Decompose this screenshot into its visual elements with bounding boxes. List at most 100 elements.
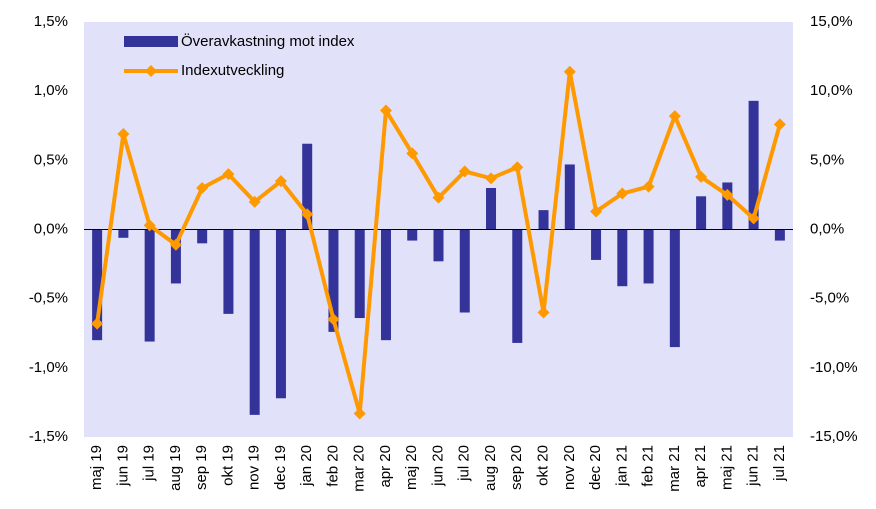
legend-label: Överavkastning mot index [181,32,355,50]
bar [459,229,470,313]
x-tick-label: maj 20 [403,445,420,490]
x-tick-label: sep 20 [508,445,525,490]
legend-label: Indexutveckling [181,62,284,79]
marker [773,118,786,131]
x-tick-label: jun 19 [114,445,131,487]
x-tick-label: aug 20 [482,445,499,491]
bar [380,229,391,341]
marker [196,182,209,194]
marker [248,195,261,208]
x-tick-label: mar 20 [351,445,368,492]
x-tick-label: maj 21 [718,445,735,490]
marker [117,128,130,141]
y2-tick-label: -5,0% [810,290,849,307]
y2-tick-label: -15,0% [810,428,858,445]
x-tick-label: jul 21 [771,445,788,482]
bar [696,196,707,230]
marker [537,306,550,319]
bar [722,182,733,230]
y-tick-label: 0,5% [34,151,68,168]
bar [144,229,155,342]
bar [92,229,103,341]
marker [379,104,392,117]
x-tick-label: okt 19 [219,445,236,486]
bar [118,229,129,238]
marker [169,238,182,251]
x-tick-label: jan 20 [298,445,315,487]
bar [591,229,602,260]
marker [458,165,471,178]
bar [433,229,444,262]
x-tick-label: dec 20 [587,445,604,490]
legend-marker [145,65,157,77]
x-tick-label: jan 21 [613,445,630,487]
marker [222,168,235,181]
x-tick-label: mar 21 [666,445,683,492]
x-tick-label: jun 21 [745,445,762,487]
legend-swatch [124,36,178,47]
y-tick-label: 1,5% [34,13,68,30]
bar [748,100,759,230]
x-tick-label: jul 19 [141,445,158,482]
y-tick-label: -0,5% [29,290,68,307]
y2-tick-label: 5,0% [810,151,844,168]
bar [170,229,181,284]
bar [302,143,313,230]
marker [695,170,708,183]
marker [616,187,629,200]
x-tick-label: jul 20 [456,445,473,482]
bar [486,188,497,230]
bar [564,164,575,230]
marker [721,188,734,201]
bar [354,229,365,319]
marker [301,208,314,221]
x-tick-label: aug 19 [167,445,184,491]
y-tick-label: -1,0% [29,359,68,376]
y-tick-label: -1,5% [29,428,68,445]
bar [328,229,339,332]
x-tick-label: maj 19 [88,445,105,490]
marker [590,205,603,218]
bar [197,229,208,244]
bar [249,229,260,415]
bar [538,210,549,230]
x-tick-label: nov 20 [561,445,578,490]
y-tick-label: 1,0% [34,82,68,99]
y2-tick-label: 15,0% [810,13,853,30]
x-tick-label: apr 21 [692,445,709,488]
x-tick-label: feb 21 [640,445,657,487]
marker [274,175,287,188]
y2-tick-label: -10,0% [810,359,858,376]
marker [511,161,524,174]
y-tick-label: 0,0% [34,220,68,237]
bar [617,229,628,287]
bar [774,229,785,241]
bar [275,229,286,399]
y2-tick-label: 0,0% [810,220,844,237]
bar [512,229,523,343]
bar [223,229,234,314]
bar [407,229,418,241]
marker [432,191,445,204]
x-tick-label: apr 20 [377,445,394,488]
x-tick-label: nov 19 [246,445,263,490]
marker [563,65,576,78]
x-tick-label: dec 19 [272,445,289,490]
marker [747,212,760,225]
x-tick-label: jun 20 [429,445,446,487]
marker [668,110,681,123]
marker [143,219,156,232]
y2-tick-label: 10,0% [810,82,853,99]
x-tick-label: okt 20 [535,445,552,486]
marker [353,407,366,420]
bar [643,229,654,284]
x-tick-label: sep 19 [193,445,210,490]
bar [669,229,680,348]
marker [327,313,340,326]
x-tick-label: feb 20 [324,445,341,487]
marker [91,317,104,330]
marker [406,147,419,160]
marker [485,172,498,185]
marker [642,180,655,193]
